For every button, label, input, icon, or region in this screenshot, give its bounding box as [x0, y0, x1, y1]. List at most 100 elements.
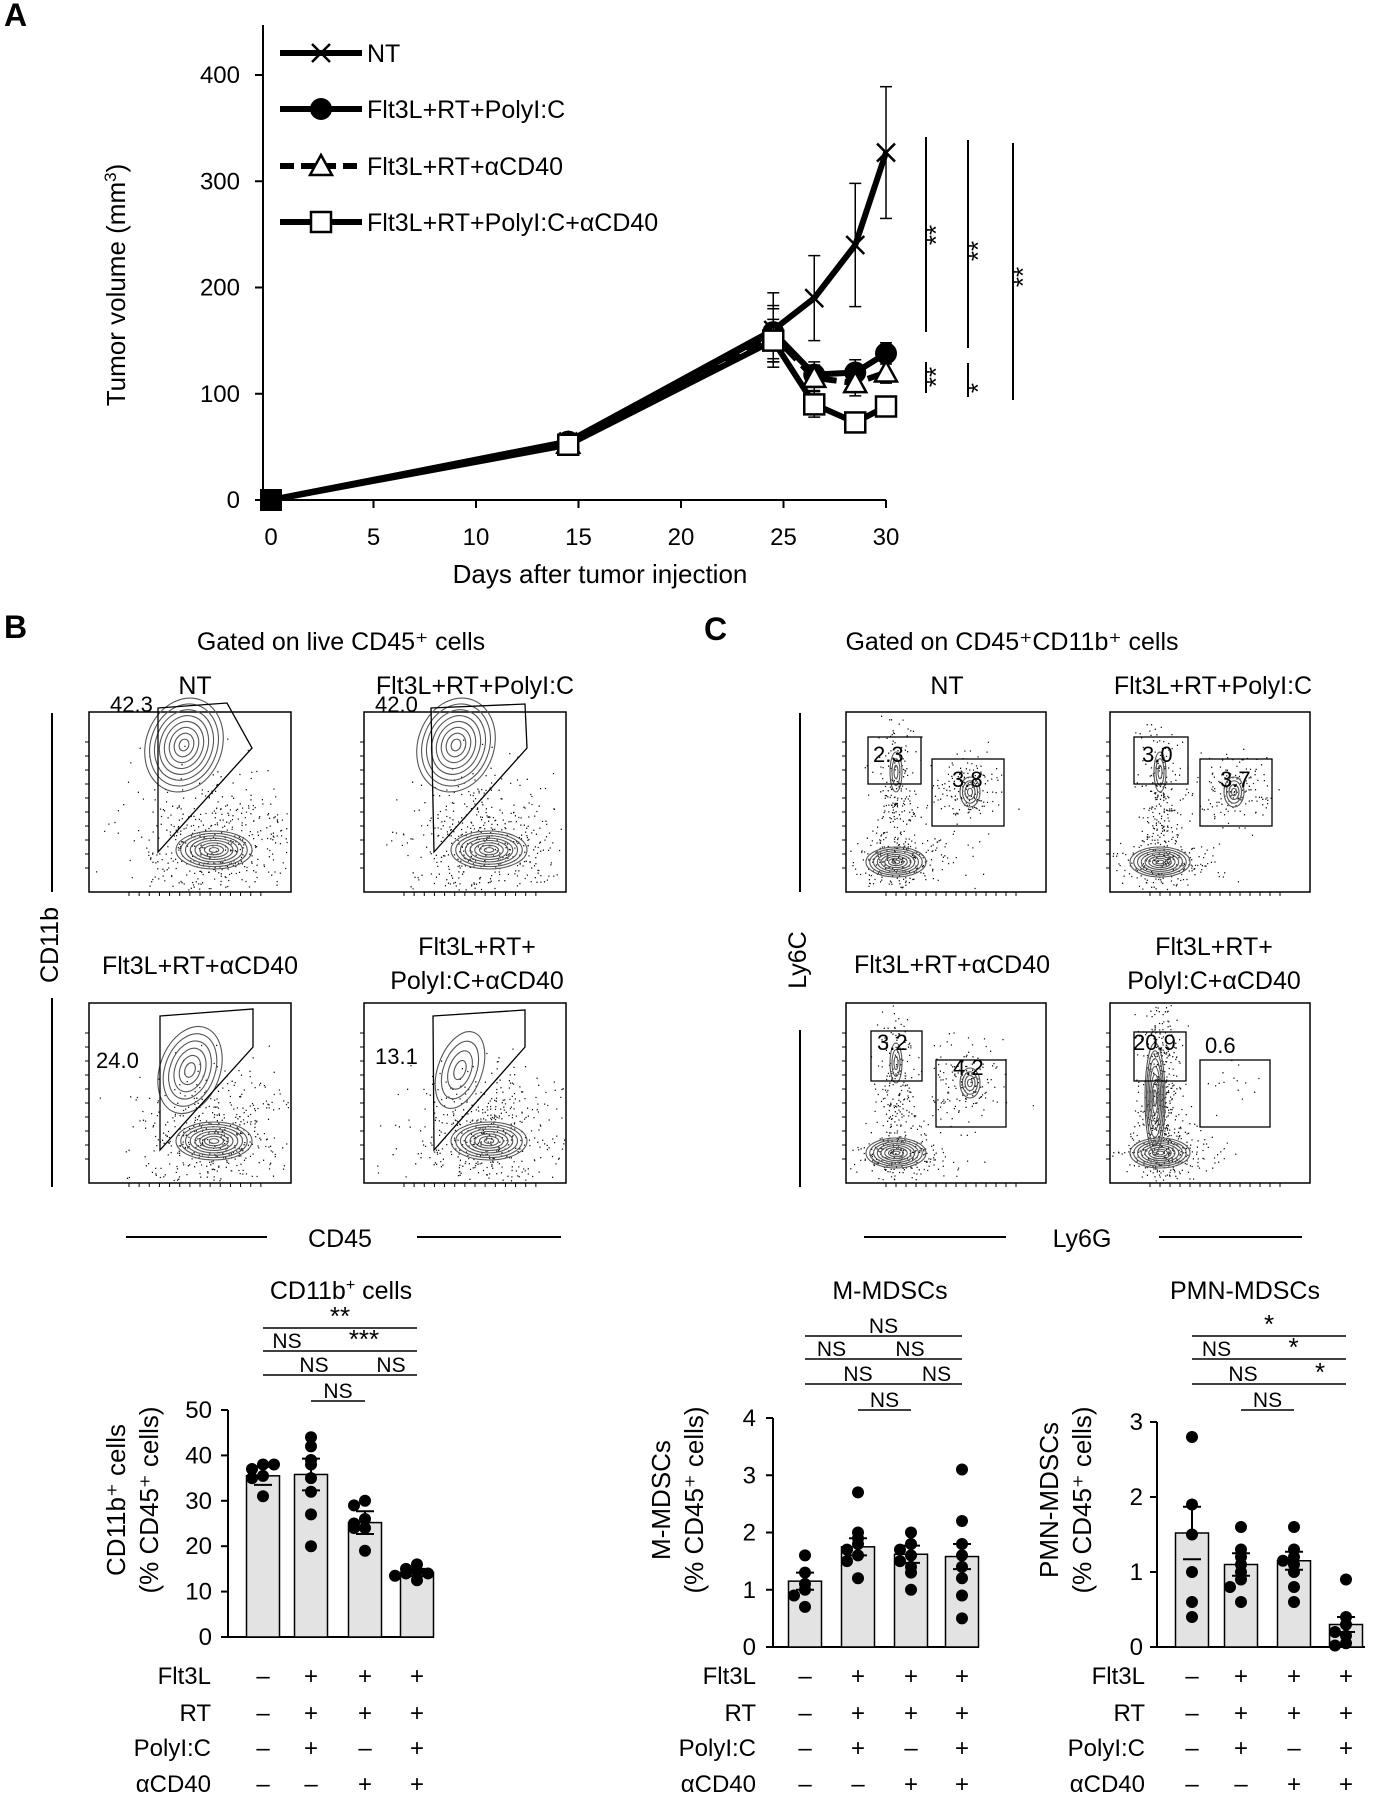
m-mdsc-bar-chart: M-MDSCs M-MDSCs (% CD45⁺ cells) 01234NSN…: [646, 1277, 980, 1661]
contour-line: [1223, 776, 1245, 808]
contour-line: [474, 842, 504, 858]
y-tick-label: 40: [185, 1442, 212, 1469]
x-tick-label: 25: [770, 524, 797, 551]
y-tick-label: 2: [1130, 1484, 1143, 1511]
contour-line: [478, 1135, 500, 1147]
bar: [293, 1473, 329, 1638]
contour-line: [450, 738, 462, 752]
treatment-sign: –: [1234, 1771, 1248, 1798]
contour-line: [455, 1123, 523, 1159]
treatment-row-label: Flt3L: [158, 1663, 211, 1690]
data-point: [852, 1537, 864, 1550]
treatment-sign: –: [256, 1663, 270, 1690]
pmn-mdsc-bars: 0 1 2 3 * NS * NS * NS: [1130, 1309, 1365, 1661]
y-tick-label: 0: [743, 1634, 756, 1661]
contour-line: [1145, 1050, 1165, 1146]
contour-line: [474, 1133, 504, 1149]
b-gate-value-acd40: 24.0: [96, 1048, 139, 1073]
data-point: [400, 1567, 412, 1580]
contour-line: [459, 835, 519, 865]
y-tick-label: 30: [185, 1488, 212, 1515]
significance-label: *: [963, 383, 993, 393]
c-gating-header: Gated on CD45⁺CD11b⁺ cells: [845, 628, 1178, 656]
contour-line: [184, 1062, 196, 1078]
x-tick-label: 20: [668, 524, 695, 551]
x-axis-title: Days after tumor injection: [453, 559, 748, 589]
treatment-sign: –: [1185, 1700, 1199, 1727]
contour-line: [180, 1123, 248, 1159]
data-point: [803, 393, 826, 416]
contour-line: [889, 1042, 903, 1084]
contour-line: [1140, 852, 1180, 872]
data-point: [1235, 1573, 1247, 1586]
data-point: [956, 1537, 968, 1550]
contour-line: [434, 1031, 486, 1109]
y-tick-label: 4: [743, 1405, 756, 1432]
contour-line: [425, 709, 487, 781]
treatment-sign: +: [1287, 1700, 1301, 1727]
data-point: [1277, 1554, 1289, 1567]
treatment-table-m-mdsc: Flt3L – + + + RT – + + + PolyI:C – + – + αCD40 – – + +: [679, 1663, 969, 1798]
b-plot-acd40: [85, 1002, 292, 1187]
contour-line: [1225, 780, 1243, 804]
ly6g-gate: [1199, 758, 1273, 827]
comparison-label: NS: [870, 1389, 899, 1412]
c-title-combo-line1: Flt3L+RT+: [1155, 933, 1273, 961]
contour-line: [865, 846, 927, 878]
contour-line: [1151, 1148, 1169, 1158]
contour-line: [483, 1138, 495, 1144]
contour-line: [872, 1141, 920, 1165]
treatment-sign: –: [1185, 1663, 1199, 1690]
contour-line: [876, 1143, 916, 1163]
series-4: [270, 318, 898, 503]
contour-line: [421, 703, 491, 787]
contour-line: [459, 1126, 519, 1156]
pmn-mdsc-y-title-line2: (% CD45⁺ cells): [1067, 1406, 1097, 1593]
comparison-label: NS: [323, 1380, 352, 1403]
treatment-sign: +: [1234, 1663, 1248, 1690]
contour-line: [884, 855, 908, 869]
contour-line: [964, 783, 976, 801]
data-point: [1329, 1639, 1341, 1652]
data-point: [872, 358, 900, 383]
data-point: [956, 1549, 968, 1562]
bar: [1174, 1532, 1210, 1648]
data-point: [905, 1566, 917, 1579]
data-point: [1186, 1431, 1198, 1443]
treatment-table-cd11b: Flt3L – + + + RT – + + + PolyI:C – + – + αCD40 – – + +: [134, 1663, 424, 1798]
contour-line: [876, 852, 916, 872]
contour-line: [1228, 783, 1240, 801]
contour-line: [1144, 853, 1176, 871]
contour-line: [464, 837, 514, 863]
contour-line: [865, 1137, 927, 1169]
contour-line: [889, 751, 903, 793]
data-point: [799, 1566, 811, 1579]
data-point: [762, 329, 785, 352]
data-point: [305, 1485, 317, 1498]
treatment-row-label: αCD40: [1070, 1771, 1145, 1798]
c-gate-value-combo-ly6g: 0.6: [1205, 1033, 1236, 1058]
contour-line: [1133, 848, 1187, 876]
legend-marker: [310, 98, 332, 120]
ly6c-gate: [1133, 736, 1189, 785]
contour-line: [893, 1055, 899, 1071]
contour-line: [1155, 758, 1165, 786]
treatment-sign: +: [955, 1663, 969, 1690]
y-tick-label: 50: [185, 1397, 212, 1424]
y-tick-label: 0: [227, 487, 240, 514]
contour-line: [891, 1049, 901, 1077]
treatment-row-label: αCD40: [681, 1771, 756, 1798]
b-title-combo-line2: PolyI:C+αCD40: [390, 967, 564, 995]
treatment-row-label: PolyI:C: [679, 1735, 756, 1762]
c-gate-value-combo-ly6c: 20.9: [1133, 1030, 1176, 1055]
m-mdsc-bar-title: M-MDSCs: [832, 1277, 947, 1305]
x-tick-labels: 0 5 10 15 20 25 30: [264, 524, 899, 551]
b-gating-header: Gated on live CD45⁺ cells: [197, 628, 485, 656]
plot-frame: [1109, 711, 1311, 893]
c-gate-value-polyic-ly6c: 3.0: [1142, 742, 1173, 767]
legend-label: NT: [367, 40, 400, 68]
data-point: [852, 1549, 864, 1562]
contour-line: [175, 1121, 253, 1161]
c-gate-value-polyic-ly6g: 3.7: [1220, 767, 1251, 792]
b-plot-nt: [85, 697, 292, 896]
